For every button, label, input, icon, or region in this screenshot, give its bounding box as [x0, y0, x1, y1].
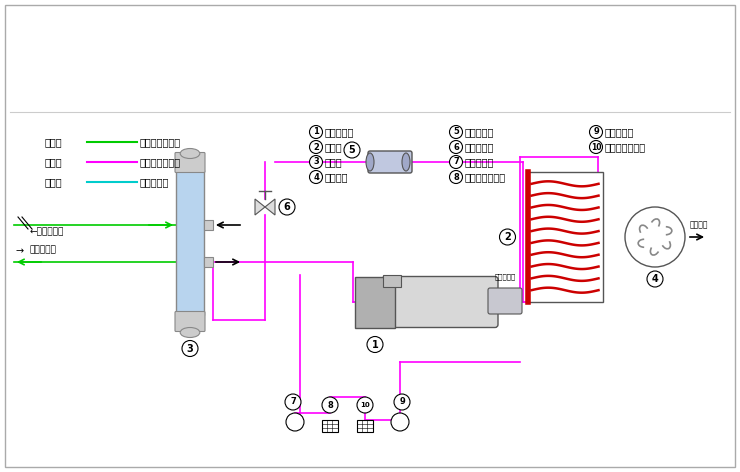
Text: 4: 4: [652, 274, 659, 284]
Text: 8: 8: [453, 172, 459, 182]
Text: 绿色线: 绿色线: [45, 137, 63, 147]
Ellipse shape: [181, 328, 200, 337]
Circle shape: [344, 142, 360, 158]
Text: 7: 7: [290, 397, 296, 406]
Bar: [204, 220, 213, 230]
Text: ←载冷剂流入: ←载冷剂流入: [30, 227, 64, 236]
Polygon shape: [255, 199, 265, 215]
Text: 蒸发器: 蒸发器: [325, 157, 343, 167]
Text: 载冷剂循环回路: 载冷剂循环回路: [140, 137, 181, 147]
Text: 低压压力表: 低压压力表: [465, 157, 494, 167]
FancyBboxPatch shape: [175, 312, 205, 331]
Text: 8: 8: [327, 401, 333, 410]
Text: 高压压力表: 高压压力表: [605, 127, 634, 137]
Circle shape: [394, 394, 410, 410]
Text: 干燥过滤器: 干燥过滤器: [465, 127, 494, 137]
Text: 红色线: 红色线: [45, 157, 63, 167]
Bar: [204, 257, 213, 267]
Circle shape: [309, 126, 323, 138]
Circle shape: [357, 397, 373, 413]
Text: 低压压力控制器: 低压压力控制器: [465, 172, 506, 182]
Circle shape: [285, 394, 301, 410]
Text: 2: 2: [504, 232, 511, 242]
Text: 9: 9: [399, 397, 405, 406]
Bar: [322, 420, 338, 432]
Circle shape: [309, 141, 323, 153]
Circle shape: [449, 141, 462, 153]
Circle shape: [500, 229, 516, 245]
Text: 冷却风扇: 冷却风扇: [325, 172, 349, 182]
Text: →: →: [16, 246, 24, 256]
Circle shape: [590, 141, 602, 153]
Circle shape: [647, 271, 663, 287]
Ellipse shape: [402, 153, 410, 171]
Text: 螺杆压缩机: 螺杆压缩机: [325, 127, 354, 137]
FancyBboxPatch shape: [488, 288, 522, 314]
Circle shape: [391, 413, 409, 431]
Circle shape: [309, 155, 323, 169]
Text: 低压贮气: 低压贮气: [357, 310, 363, 325]
FancyBboxPatch shape: [382, 277, 498, 328]
Text: 高压压力控制器: 高压压力控制器: [605, 142, 646, 152]
Text: 蓝色线: 蓝色线: [45, 177, 63, 187]
Bar: [383, 275, 401, 287]
Text: 3: 3: [313, 158, 319, 167]
Text: 1: 1: [371, 339, 378, 349]
Text: 10: 10: [360, 402, 370, 408]
Bar: [357, 420, 373, 432]
Text: 供液膨胀阀: 供液膨胀阀: [465, 142, 494, 152]
Circle shape: [367, 337, 383, 353]
Text: 冷凝器: 冷凝器: [325, 142, 343, 152]
Circle shape: [449, 170, 462, 184]
Circle shape: [590, 126, 602, 138]
Text: 10: 10: [591, 143, 601, 152]
Bar: [528, 172, 602, 302]
Text: 6: 6: [453, 143, 459, 152]
Text: 高压贮气罐: 高压贮气罐: [494, 273, 516, 280]
Text: 9: 9: [593, 127, 599, 136]
FancyBboxPatch shape: [368, 151, 412, 173]
Ellipse shape: [181, 149, 200, 159]
Text: 2: 2: [313, 143, 319, 152]
Circle shape: [625, 207, 685, 267]
Text: 水循环回路: 水循环回路: [140, 177, 169, 187]
Text: 1: 1: [313, 127, 319, 136]
Circle shape: [182, 340, 198, 356]
Text: 3: 3: [186, 344, 193, 354]
Text: 5: 5: [453, 127, 459, 136]
Circle shape: [286, 413, 304, 431]
Circle shape: [309, 170, 323, 184]
Text: 6: 6: [283, 202, 290, 212]
Bar: [176, 169, 204, 314]
Text: 5: 5: [349, 145, 355, 155]
Circle shape: [279, 199, 295, 215]
Circle shape: [322, 397, 338, 413]
FancyBboxPatch shape: [175, 152, 205, 172]
Polygon shape: [265, 199, 275, 215]
Bar: [355, 277, 395, 328]
Text: 7: 7: [453, 158, 459, 167]
Circle shape: [449, 126, 462, 138]
Text: 载冷剂出口: 载冷剂出口: [30, 245, 57, 254]
Circle shape: [449, 155, 462, 169]
Text: 制冷剂循环回路: 制冷剂循环回路: [140, 157, 181, 167]
Text: 风冷冷凝: 风冷冷凝: [690, 220, 708, 229]
Ellipse shape: [366, 153, 374, 171]
Text: 4: 4: [313, 172, 319, 182]
